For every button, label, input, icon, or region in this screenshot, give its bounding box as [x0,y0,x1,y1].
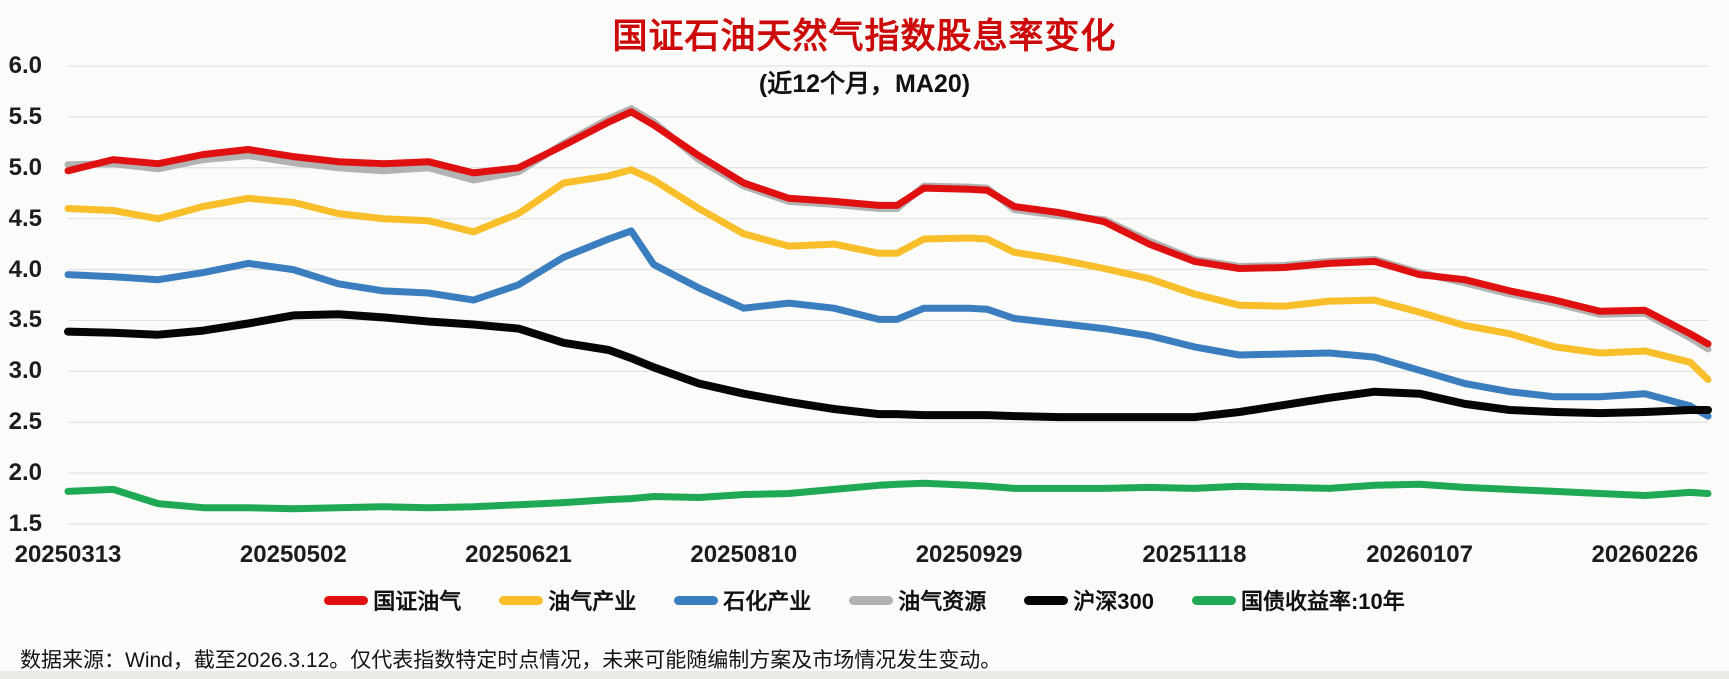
series-line-油气产业 [64,166,1712,383]
series-line-国证油气 [64,108,1712,348]
y-tick-label: 2.0 [8,459,42,487]
x-tick-label: 20250621 [465,541,572,568]
legend-label: 油气产业 [548,589,637,614]
legend-label: 国债收益率:10年 [1240,589,1405,614]
legend-swatch-icon [499,595,544,605]
legend-item: 油气产业 [499,584,636,616]
y-tick-label: 6.0 [8,52,42,79]
x-tick-label: 20260226 [1591,541,1699,568]
legend-swatch-icon [849,595,894,605]
legend-swatch-icon [674,595,719,605]
legend-swatch-icon [324,595,369,605]
x-tick-label: 20260107 [1366,541,1473,568]
x-tick-label: 20251118 [1142,541,1247,568]
y-tick-label: 3.5 [8,306,42,334]
series-line-国债收益率:10年 [64,479,1712,513]
chart-legend: 国证油气 油气产业 石化产业 油气资源 沪深300 国债收益率:10年 [0,584,1729,616]
y-tick-label: 2.5 [8,408,42,436]
y-tick-label: 3.0 [8,357,42,385]
x-tick-label: 20250810 [690,541,798,568]
legend-item: 石化产业 [674,584,811,616]
legend-label: 石化产业 [723,589,812,614]
chart-title: 国证石油天然气指数股息率变化 [612,17,1117,56]
source-note: 数据来源：Wind，截至2026.3.12。仅代表指数特定时点情况，未来可能随编… [20,649,1002,672]
chart-subtitle: (近12个月，MA20) [758,70,971,98]
legend-item: 国证油气 [324,584,461,616]
legend-label: 沪深300 [1073,589,1154,614]
x-tick-label: 20250502 [239,541,347,568]
legend-swatch-icon [1024,595,1069,605]
legend-swatch-icon [1191,595,1236,605]
series-line-沪深300 [64,310,1712,422]
x-tick-label: 20250929 [915,541,1023,568]
y-tick-label: 5.0 [8,153,42,181]
bottom-edge-strip [0,671,1729,679]
y-tick-label: 5.5 [8,102,42,130]
legend-item: 国债收益率:10年 [1191,584,1405,616]
legend-label: 国证油气 [373,589,462,614]
legend-item: 沪深300 [1024,584,1154,616]
series-line-石化产业 [64,227,1712,420]
y-tick-label: 1.5 [8,510,42,537]
y-tick-label: 4.5 [8,204,42,232]
x-tick-label: 20250313 [14,541,122,568]
y-tick-label: 4.0 [8,255,42,283]
legend-item: 油气资源 [849,584,986,616]
legend-label: 油气资源 [898,589,987,614]
